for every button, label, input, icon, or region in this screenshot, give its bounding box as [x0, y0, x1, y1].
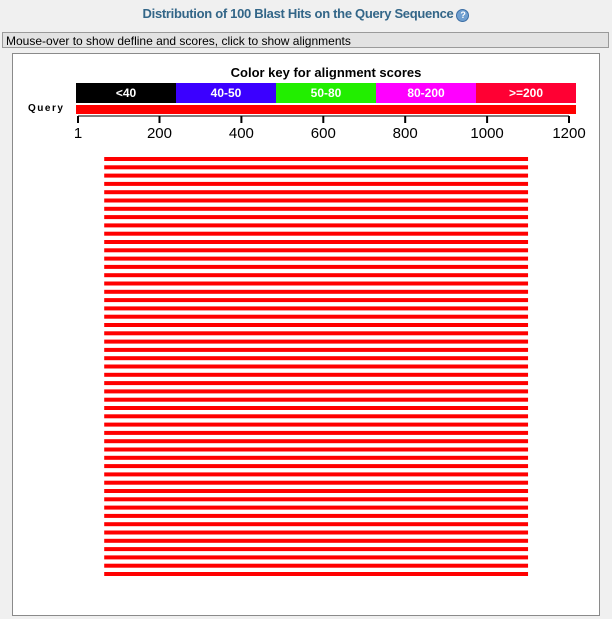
hit-bar[interactable] [104, 372, 529, 377]
hit-bar[interactable] [104, 505, 529, 510]
hit-bar[interactable] [104, 397, 529, 402]
hit-bar[interactable] [104, 530, 529, 535]
hit-bar[interactable] [104, 206, 529, 211]
hit-bar[interactable] [104, 306, 529, 311]
hit-bar[interactable] [104, 289, 529, 294]
hit-bar[interactable] [104, 281, 529, 286]
hit-bar[interactable] [104, 381, 529, 386]
key-cell-gte200: >=200 [476, 83, 576, 103]
axis-tick-label: 1000 [470, 125, 503, 142]
hit-bar[interactable] [104, 264, 529, 269]
hit-bar[interactable] [104, 538, 529, 543]
hit-bar[interactable] [104, 323, 529, 327]
sequence-axis: 1 200 400 600 800 1000 1200 [74, 115, 586, 142]
axis-tick-label: 800 [393, 125, 418, 142]
hit-bar[interactable] [104, 331, 529, 336]
query-bar [76, 105, 576, 114]
key-cell-50-80: 50-80 [276, 83, 376, 103]
page-title: Distribution of 100 Blast Hits on the Qu… [0, 6, 612, 22]
hit-bar[interactable] [104, 190, 529, 195]
hit-bar[interactable] [104, 273, 529, 278]
hit-bar[interactable] [104, 522, 529, 527]
hit-bar[interactable] [104, 472, 529, 477]
hit-bar[interactable] [104, 430, 529, 435]
axis-tick-label: 1200 [552, 125, 585, 142]
hit-bar[interactable] [104, 572, 529, 576]
hit-bar[interactable] [104, 256, 529, 261]
hit-bar[interactable] [104, 414, 529, 419]
key-cell-40-50: 40-50 [176, 83, 276, 103]
hit-bar[interactable] [104, 198, 529, 203]
hit-bar[interactable] [104, 406, 529, 410]
hit-bar[interactable] [104, 422, 529, 427]
key-cell-80-200: 80-200 [376, 83, 476, 103]
hit-bar[interactable] [104, 389, 529, 394]
hit-bar[interactable] [104, 356, 529, 361]
hit-bar[interactable] [104, 215, 529, 220]
hit-bar[interactable] [104, 480, 529, 485]
color-key-title: Color key for alignment scores [230, 65, 422, 80]
hit-bar[interactable] [104, 314, 529, 319]
axis-tick-label: 400 [229, 125, 254, 142]
hint-bar: Mouse-over to show defline and scores, c… [2, 32, 609, 48]
hit-bar[interactable] [104, 173, 529, 178]
hit-bar[interactable] [104, 513, 529, 518]
hit-bar[interactable] [104, 223, 529, 228]
hit-bar[interactable] [104, 165, 529, 170]
hit-bar[interactable] [104, 347, 529, 352]
title-text: Distribution of 100 Blast Hits on the Qu… [142, 6, 454, 21]
query-label: Query [28, 103, 65, 114]
hit-bar[interactable] [104, 157, 529, 161]
axis-tick-label: 200 [147, 125, 172, 142]
hit-bar[interactable] [104, 464, 529, 469]
hit-bar[interactable] [104, 555, 529, 560]
hit-bar[interactable] [104, 339, 529, 344]
hit-bar[interactable] [104, 455, 529, 460]
hit-bar[interactable] [104, 240, 529, 244]
axis-tick-label: 1 [74, 125, 82, 142]
hit-bar[interactable] [104, 447, 529, 452]
hit-bar[interactable] [104, 181, 529, 186]
hit-bar[interactable] [104, 497, 529, 502]
hit-bar[interactable] [104, 547, 529, 552]
hit-bar[interactable] [104, 364, 529, 369]
axis-tick-label: 600 [311, 125, 336, 142]
hit-bar[interactable] [104, 439, 529, 444]
question-icon[interactable]: ? [456, 9, 470, 22]
hit-bar[interactable] [104, 231, 529, 236]
hit-bar[interactable] [104, 298, 529, 303]
hit-bar[interactable] [104, 563, 529, 568]
color-key: <40 40-50 50-80 80-200 >=200 [76, 83, 576, 103]
key-cell-lt40: <40 [76, 83, 176, 103]
hit-bar[interactable] [104, 489, 529, 493]
hit-bar[interactable] [104, 248, 529, 253]
